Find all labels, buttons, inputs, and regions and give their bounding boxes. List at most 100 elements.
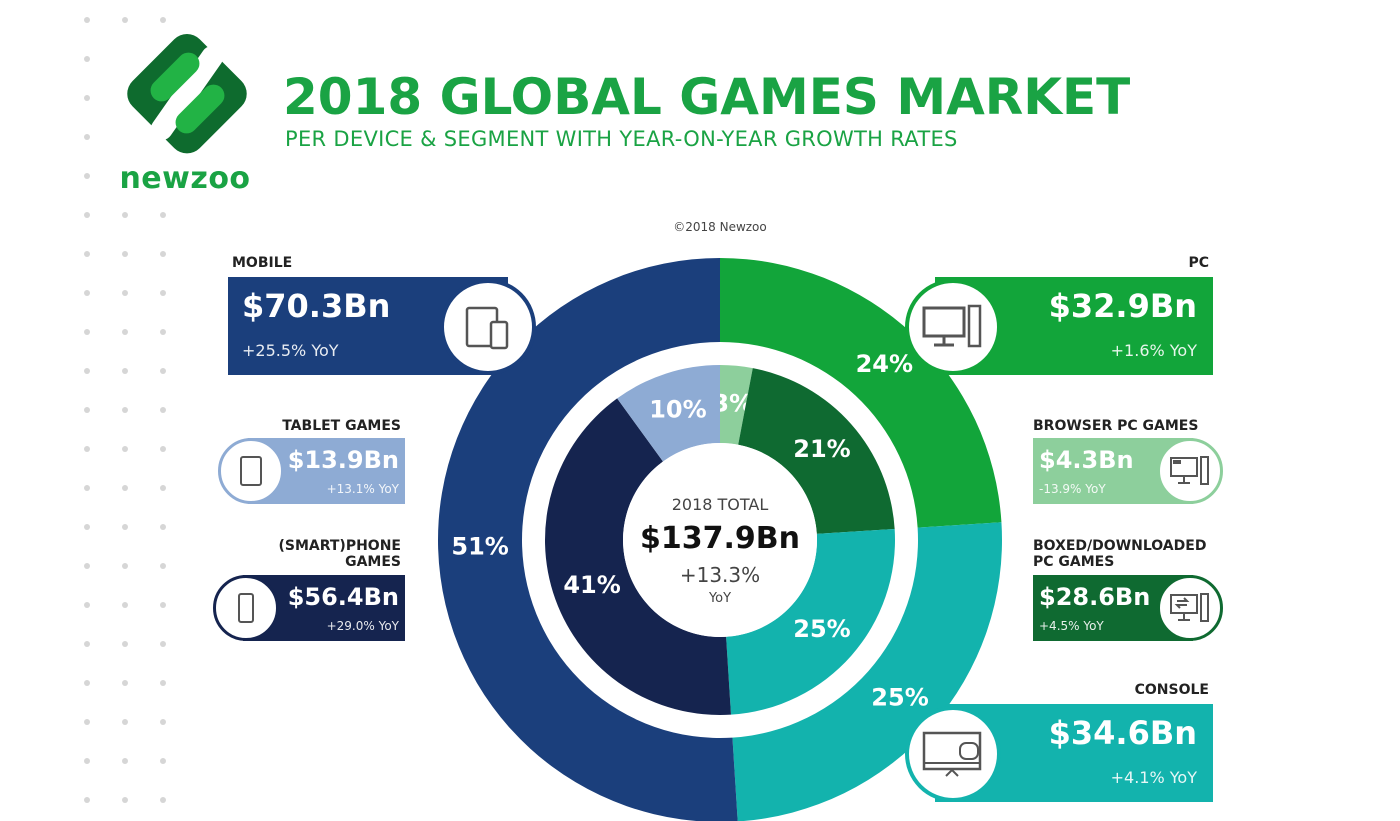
decorative-dot	[122, 446, 128, 452]
decorative-dot	[122, 758, 128, 764]
page-subtitle: PER DEVICE & SEGMENT WITH YEAR-ON-YEAR G…	[285, 127, 958, 151]
decorative-dot	[84, 290, 90, 296]
decorative-dot	[160, 329, 166, 335]
center-total-value: $137.9Bn	[640, 521, 800, 556]
decorative-dot	[122, 680, 128, 686]
decorative-dot	[122, 719, 128, 725]
decorative-dot	[84, 602, 90, 608]
decorative-dot	[160, 251, 166, 257]
decorative-dot	[84, 641, 90, 647]
outer-slice-label: 24%	[856, 350, 913, 378]
decorative-dot	[122, 641, 128, 647]
card-yoy: +4.1% YoY	[1110, 768, 1197, 787]
card-label-line2: GAMES	[345, 554, 401, 570]
tv-gamepad-icon	[905, 706, 1001, 802]
browser-pc-icon	[1157, 438, 1223, 504]
decorative-dot	[160, 797, 166, 803]
inner-slice-boxed-downloaded-pc-games	[738, 368, 895, 534]
decorative-dot	[160, 446, 166, 452]
card-label: TABLET GAMES	[282, 418, 401, 434]
card-value: $34.6Bn	[1048, 714, 1197, 752]
inner-slice-label: 41%	[563, 571, 620, 599]
decorative-dot	[160, 719, 166, 725]
decorative-dot	[122, 602, 128, 608]
tablet-icon	[218, 438, 284, 504]
card-value: $28.6Bn	[1039, 583, 1151, 611]
newzoo-logo-icon	[127, 33, 247, 154]
decorative-dot	[160, 17, 166, 23]
center-total-label: 2018 TOTAL	[672, 495, 769, 514]
decorative-dot	[122, 290, 128, 296]
copyright: ©2018 Newzoo	[673, 220, 767, 234]
decorative-dot	[84, 797, 90, 803]
decorative-dot	[84, 563, 90, 569]
decorative-dot	[84, 173, 90, 179]
card-yoy: +25.5% YoY	[242, 341, 339, 360]
outer-slice-label: 51%	[451, 533, 508, 561]
card-label-line1: (SMART)PHONE	[278, 538, 401, 554]
card-label-line2: PC GAMES	[1033, 554, 1115, 570]
card-value: $70.3Bn	[242, 287, 391, 325]
decorative-dot	[84, 134, 90, 140]
decorative-dot	[84, 524, 90, 530]
decorative-dot	[122, 524, 128, 530]
card-label: BROWSER PC GAMES	[1033, 418, 1199, 434]
decorative-dot	[122, 407, 128, 413]
card-yoy: +29.0% YoY	[326, 619, 399, 633]
outer-slice-pc	[720, 258, 1002, 528]
decorative-dot	[122, 368, 128, 374]
outer-slice-console	[732, 522, 1002, 821]
decorative-dot	[122, 563, 128, 569]
center-growth-unit: YoY	[708, 591, 731, 606]
newzoo-logo: newzoo	[110, 28, 260, 198]
card-yoy: -13.9% YoY	[1039, 482, 1106, 496]
inner-slice-browser-pc-games	[720, 365, 753, 445]
inner-slice-smart-phone-games	[545, 398, 731, 715]
decorative-dot	[122, 329, 128, 335]
inner-slice-label: 25%	[793, 615, 850, 643]
outer-ring: 24% 25% 51%	[438, 258, 1002, 821]
phone-icon	[213, 575, 279, 641]
decorative-dot	[84, 251, 90, 257]
card-label: MOBILE	[232, 255, 293, 271]
decorative-dot	[160, 680, 166, 686]
card-label-line1: BOXED/DOWNLOADED	[1033, 538, 1207, 554]
card-yoy: +13.1% YoY	[326, 482, 399, 496]
outer-slice-label: 25%	[871, 684, 928, 712]
decorative-dot	[122, 797, 128, 803]
desktop-pc-icon	[905, 279, 1001, 375]
decorative-dot	[84, 329, 90, 335]
decorative-dot	[160, 641, 166, 647]
decorative-dot	[84, 368, 90, 374]
inner-slice-label: 21%	[793, 435, 850, 463]
decorative-dot	[84, 212, 90, 218]
decorative-dot	[160, 758, 166, 764]
card-value: $13.9Bn	[287, 446, 399, 474]
decorative-dot	[160, 290, 166, 296]
inner-slice-label: 10%	[649, 396, 706, 424]
outer-slice-mobile	[438, 258, 738, 821]
card-value: $4.3Bn	[1039, 446, 1134, 474]
card-label: PC	[1188, 255, 1209, 271]
inner-slice-tablet-games	[617, 365, 720, 462]
tablet-phone-icon	[440, 279, 536, 375]
decorative-dot	[160, 485, 166, 491]
center-circle	[623, 443, 817, 637]
card-value: $56.4Bn	[287, 583, 399, 611]
decorative-dot	[84, 680, 90, 686]
decorative-dot	[160, 212, 166, 218]
decorative-dot	[84, 758, 90, 764]
page-title: 2018 GLOBAL GAMES MARKET	[283, 68, 1131, 126]
decorative-dot	[160, 602, 166, 608]
download-pc-icon	[1157, 575, 1223, 641]
decorative-dot	[84, 56, 90, 62]
decorative-dot	[84, 95, 90, 101]
center-growth: +13.3%	[680, 563, 760, 587]
inner-ring: 3%21%25%41%10%	[545, 365, 895, 715]
decorative-dot	[122, 212, 128, 218]
decorative-dot	[84, 485, 90, 491]
inner-slice-console	[726, 529, 895, 715]
card-label: CONSOLE	[1134, 682, 1209, 698]
card-value: $32.9Bn	[1048, 287, 1197, 325]
